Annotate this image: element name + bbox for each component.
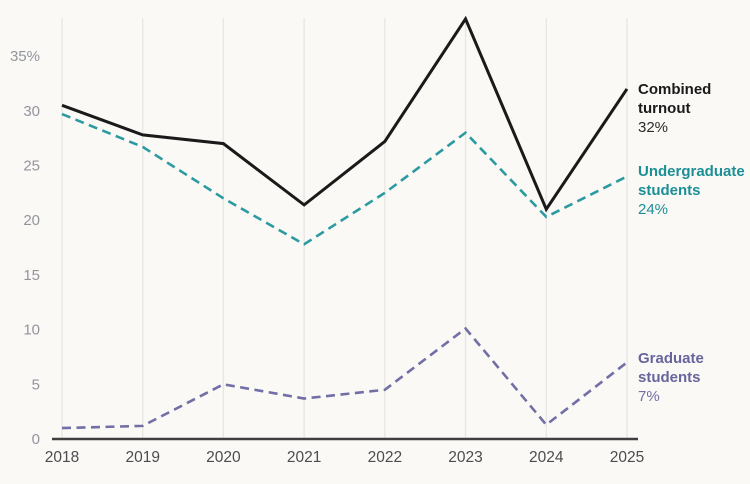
- legend-graduate-students: Graduate students 7%: [638, 349, 704, 406]
- x-tick-label-2018: 2018: [45, 449, 79, 466]
- series-line-graduate-students: [61, 326, 628, 430]
- x-tick-label-2025: 2025: [610, 449, 644, 466]
- legend-undergrad-line1: Undergraduate: [638, 163, 745, 180]
- x-tick-label-2024: 2024: [529, 449, 564, 466]
- y-tick-label-35: 35%: [10, 48, 40, 65]
- x-tick-label-2023: 2023: [448, 449, 482, 466]
- y-tick-label-15: 15: [23, 267, 40, 284]
- series-line-combined-turnout: [61, 15, 629, 213]
- y-tick-label-20: 20: [23, 212, 40, 229]
- x-tick-label-2022: 2022: [368, 449, 402, 466]
- y-tick-label-10: 10: [23, 322, 40, 339]
- legend-undergrad-pct: 24%: [638, 201, 669, 218]
- legend-combined-line1: Combined: [638, 81, 712, 98]
- y-tick-label-25: 25: [23, 158, 40, 175]
- y-tick-label-30: 30: [23, 103, 40, 120]
- legend-combined-pct: 32%: [638, 119, 669, 136]
- x-tick-label-2019: 2019: [125, 449, 159, 466]
- x-tick-label-2020: 2020: [206, 449, 241, 466]
- legend-combined-turnout: Combined turnout 32%: [638, 80, 711, 137]
- legend-combined-line2: turnout: [638, 100, 691, 117]
- series-line-undergraduate-students: [61, 112, 628, 246]
- y-tick-label-0: 0: [32, 431, 40, 448]
- legend-undergraduate-students: Undergraduate students 24%: [638, 162, 745, 219]
- legend-undergrad-line2: students: [638, 182, 701, 199]
- x-tick-label-2021: 2021: [287, 449, 321, 466]
- legend-graduate-line2: students: [638, 369, 701, 386]
- legend-graduate-pct: 7%: [638, 388, 660, 405]
- legend-graduate-line1: Graduate: [638, 350, 704, 367]
- y-tick-label-5: 5: [32, 376, 40, 393]
